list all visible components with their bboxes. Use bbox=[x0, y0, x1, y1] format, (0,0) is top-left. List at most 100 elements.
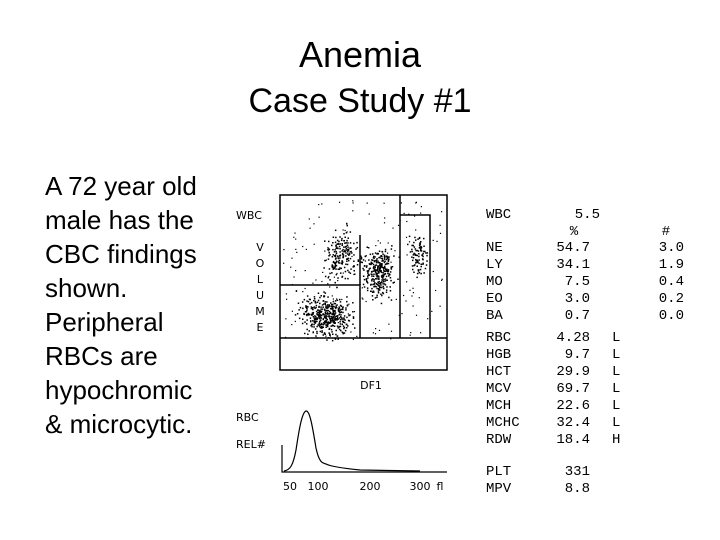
scatter-dot bbox=[378, 286, 381, 288]
volume-letter: M bbox=[255, 305, 265, 318]
scatter-dot bbox=[341, 298, 343, 301]
scatter-dot bbox=[325, 326, 327, 328]
scatter-dot bbox=[294, 232, 296, 234]
scatter-dot bbox=[411, 250, 413, 253]
scatter-dot bbox=[373, 268, 375, 270]
scatter-dot bbox=[308, 298, 311, 301]
scatter-dot bbox=[420, 263, 422, 265]
scatter-dot bbox=[285, 293, 287, 295]
scatter-dot bbox=[351, 252, 353, 254]
scatter-dot bbox=[367, 270, 370, 272]
scatter-dot bbox=[423, 245, 425, 247]
scatter-dot bbox=[410, 332, 412, 334]
scatter-dot bbox=[340, 329, 342, 332]
scatter-dot bbox=[419, 242, 421, 245]
scatter-dot bbox=[370, 263, 372, 266]
scatter-dot bbox=[338, 259, 340, 262]
scatter-dot bbox=[334, 258, 337, 260]
scatter-dot bbox=[317, 309, 320, 311]
scatter-dot bbox=[341, 307, 344, 309]
scatter-dot bbox=[346, 239, 348, 242]
scatter-dot bbox=[331, 244, 333, 247]
result-value: 29.9 bbox=[556, 364, 590, 380]
scatter-dot bbox=[386, 262, 388, 264]
scatter-dot bbox=[339, 267, 341, 269]
scatter-dot bbox=[331, 266, 334, 269]
scatter-dot bbox=[378, 270, 380, 272]
scatter-dot bbox=[425, 252, 427, 254]
scatter-dot bbox=[317, 292, 320, 294]
scatter-dot bbox=[346, 263, 349, 266]
scatter-dot bbox=[332, 261, 335, 264]
scatter-dot bbox=[324, 301, 326, 303]
scatter-dot bbox=[354, 273, 356, 275]
result-label: MCV bbox=[486, 381, 512, 397]
result-label: LY bbox=[486, 257, 503, 273]
scatter-dot bbox=[376, 269, 378, 272]
scatter-dot bbox=[345, 307, 347, 309]
scatter-dot bbox=[344, 277, 347, 280]
scatter-dot bbox=[382, 291, 384, 294]
scatter-dot bbox=[339, 257, 341, 259]
scatter-dot bbox=[336, 247, 338, 249]
scatter-dot bbox=[347, 319, 350, 322]
scatter-dot bbox=[343, 315, 346, 317]
scatter-dot bbox=[416, 249, 419, 252]
scatter-dot bbox=[374, 252, 377, 254]
result-value: 331 bbox=[565, 464, 590, 480]
scatter-dot bbox=[338, 306, 340, 308]
scatter-dot bbox=[377, 284, 380, 287]
scatter-dot bbox=[350, 247, 352, 249]
scatter-dot bbox=[378, 278, 380, 280]
result-flag: L bbox=[612, 415, 620, 431]
scatter-dot bbox=[306, 328, 308, 331]
scatter-dot bbox=[372, 332, 374, 334]
scatter-dot bbox=[408, 235, 411, 238]
scatter-dot bbox=[324, 275, 327, 278]
scatter-dot bbox=[326, 307, 328, 310]
scatter-dot bbox=[423, 250, 425, 253]
scatter-dot bbox=[365, 255, 367, 257]
scatter-dot bbox=[408, 213, 410, 215]
scatter-dot bbox=[332, 300, 335, 303]
scatter-dot bbox=[345, 255, 347, 257]
scatter-dot bbox=[325, 316, 327, 318]
scatter-dot bbox=[377, 267, 379, 270]
scatter-dot bbox=[341, 276, 343, 278]
scatter-dot bbox=[356, 335, 358, 337]
scatter-dot bbox=[328, 268, 331, 270]
scatter-dot bbox=[349, 257, 352, 260]
volume-letter: L bbox=[257, 273, 264, 286]
scatter-dot bbox=[314, 302, 317, 304]
scatter-dot bbox=[381, 265, 383, 267]
scatter-dot bbox=[335, 305, 337, 307]
scatter-dot bbox=[325, 335, 327, 337]
scatter-dot bbox=[320, 311, 322, 313]
scatter-dot bbox=[385, 268, 387, 271]
scatter-dot bbox=[377, 270, 379, 273]
scatter-dot bbox=[337, 308, 340, 310]
scatter-dot bbox=[375, 286, 377, 288]
scatter-dot bbox=[343, 240, 345, 242]
scatter-dot bbox=[352, 266, 354, 268]
scatter-dot bbox=[315, 335, 317, 337]
scatter-dot bbox=[377, 261, 379, 264]
scatter-dot bbox=[291, 257, 293, 259]
scatter-dot bbox=[322, 324, 324, 326]
scatter-dot bbox=[371, 253, 374, 255]
scatter-dot bbox=[411, 244, 413, 247]
scatter-dot bbox=[345, 252, 347, 254]
scatter-dot bbox=[417, 269, 419, 271]
scatter-dot bbox=[376, 296, 378, 298]
scatter-dot bbox=[347, 325, 349, 327]
scatter-dot bbox=[405, 300, 407, 302]
scatter-dot bbox=[318, 216, 320, 218]
scatter-dot bbox=[376, 294, 378, 297]
scatter-dot bbox=[336, 315, 339, 317]
scatter-dot bbox=[366, 246, 368, 248]
scatter-dot bbox=[308, 218, 310, 220]
scatter-dot bbox=[321, 280, 323, 283]
scatter-dot bbox=[346, 300, 348, 303]
scatter-dot bbox=[326, 323, 328, 326]
scatter-dot bbox=[343, 332, 346, 334]
